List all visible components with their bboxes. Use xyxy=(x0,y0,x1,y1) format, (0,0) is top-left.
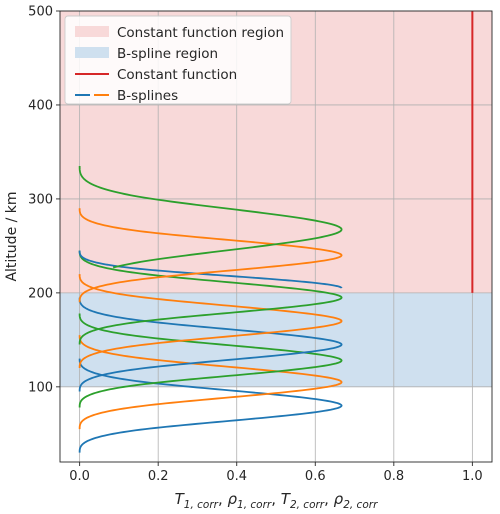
legend-box xyxy=(64,15,292,105)
x-tick-label: 0.2 xyxy=(148,469,169,484)
legend-label-bspline-region: B-spline region xyxy=(117,46,218,62)
plot-frame xyxy=(59,10,493,463)
bspline-curve-6 xyxy=(78,250,343,289)
x-tick-label: 0.8 xyxy=(383,469,404,484)
x-axis-ticks: 0.0 0.2 0.4 0.6 0.8 1.0 xyxy=(69,462,483,484)
y-tick-label: 100 xyxy=(28,380,53,395)
y-axis-ticks: 100 200 300 400 500 xyxy=(28,5,60,395)
bspline-curve-5 xyxy=(78,250,343,345)
bspline-curve-3 xyxy=(78,297,343,392)
x-tick-label: 1.0 xyxy=(462,469,483,484)
legend-swatch-bspline-region xyxy=(75,47,109,58)
y-tick-label: 400 xyxy=(28,98,53,113)
legend-label-constant-region: Constant function region xyxy=(117,25,284,41)
legend-label-constant-function: Constant function xyxy=(117,67,237,83)
legend: Constant function region B-spline region… xyxy=(64,15,292,105)
y-axis-label: Altitude / km xyxy=(4,191,20,281)
bspline-curve-1 xyxy=(78,335,343,430)
bspline-curve-4 xyxy=(78,274,343,369)
bspline-curve-7 xyxy=(78,208,343,303)
legend-swatch-constant-region xyxy=(75,26,109,37)
y-tick-label: 300 xyxy=(28,192,53,207)
bspline-curve-8 xyxy=(78,166,343,269)
legend-label-bsplines: B-splines xyxy=(117,88,178,104)
y-tick-label: 500 xyxy=(28,5,53,20)
x-tick-label: 0.4 xyxy=(226,469,247,484)
bspline-curve-0 xyxy=(78,358,343,453)
x-tick-label: 0.0 xyxy=(69,469,90,484)
series-lines xyxy=(78,166,343,453)
x-axis-label: T1, corr, ρ1, corr, T2, corr, ρ2, corr xyxy=(175,490,378,511)
region-band-1 xyxy=(60,292,492,387)
x-tick-label: 0.6 xyxy=(305,469,326,484)
y-tick-label: 200 xyxy=(28,286,53,301)
